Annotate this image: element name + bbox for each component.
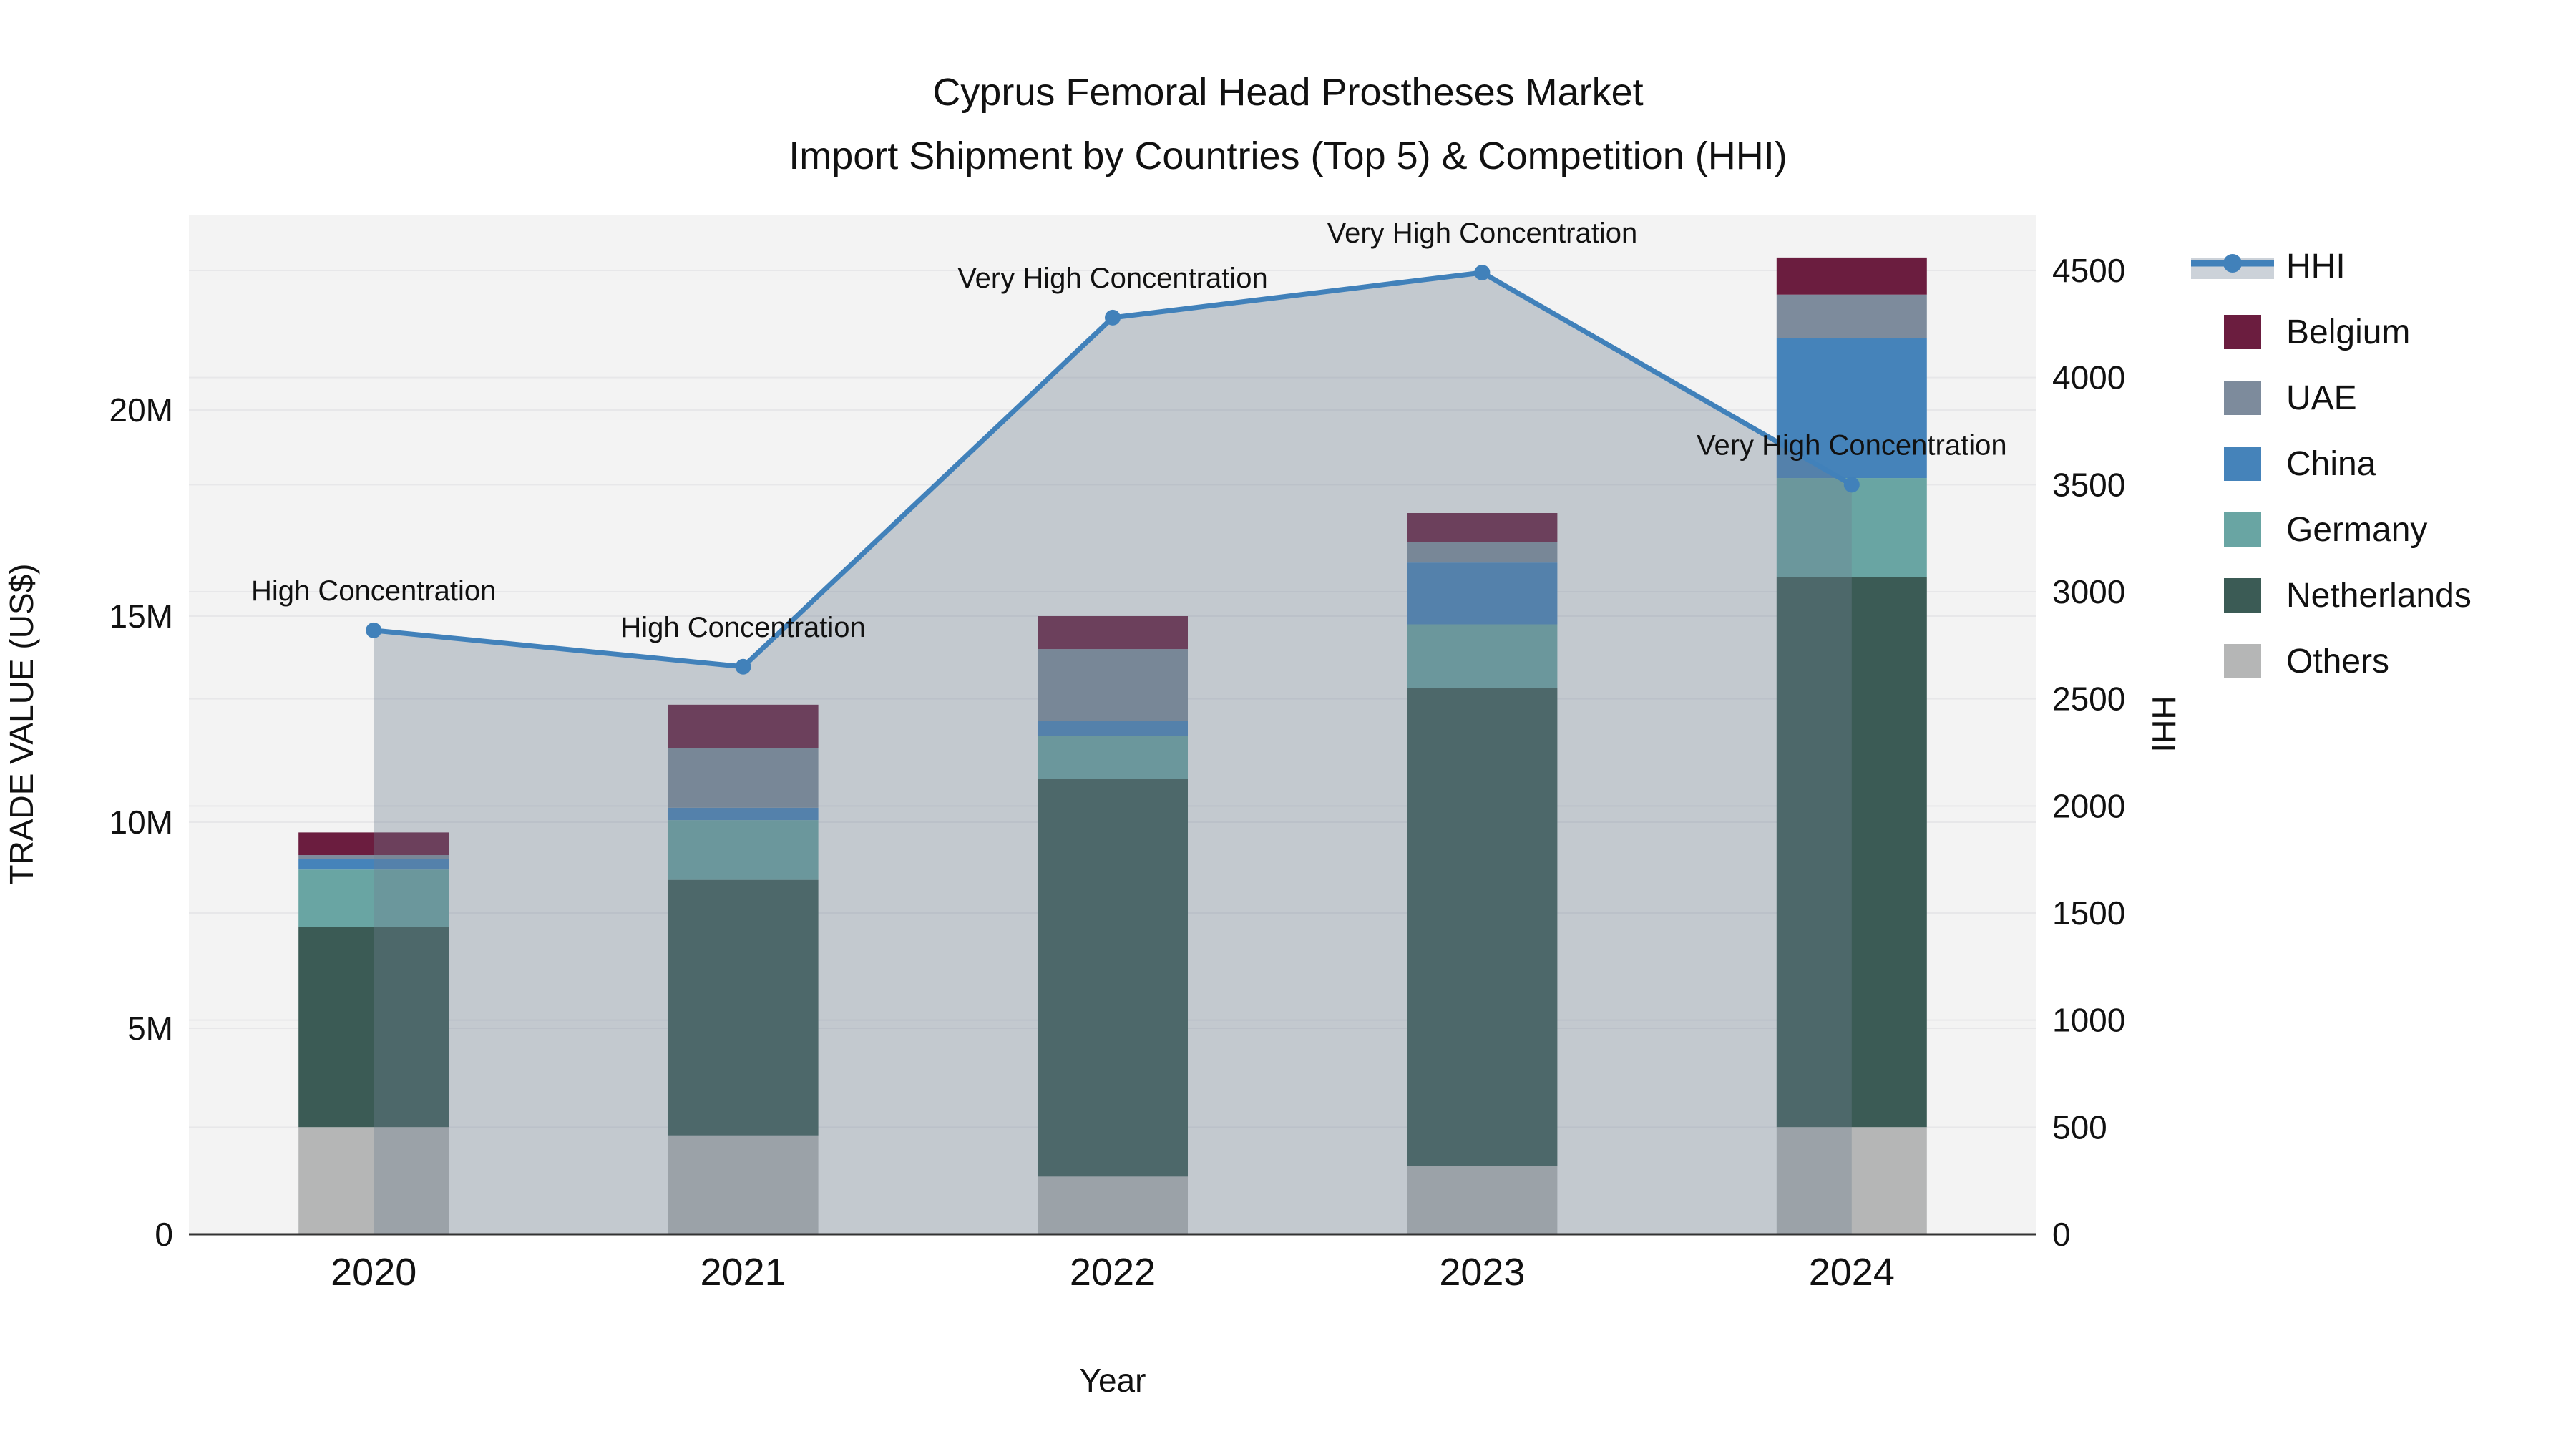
bar-segment-others-2024[interactable]	[1776, 1127, 1927, 1234]
annotation-2022: Very High Concentration	[957, 263, 1268, 294]
bar-segment-netherlands-2022[interactable]	[1038, 779, 1188, 1177]
bar-segment-others-2020[interactable]	[298, 1127, 449, 1234]
bar-segment-china-2022[interactable]	[1038, 721, 1188, 736]
legend-swatch-germany	[2224, 512, 2261, 547]
x-tick-labels: 2020 2021 2022 2023 2024	[331, 1251, 1895, 1294]
y-right-tick-0: 0	[2052, 1216, 2071, 1253]
hhi-point-2022[interactable]	[1105, 309, 1121, 326]
bar-segment-uae-2023[interactable]	[1407, 542, 1558, 563]
bar-segment-belgium-2022[interactable]	[1038, 616, 1188, 650]
bar-segment-germany-2023[interactable]	[1407, 624, 1558, 688]
x-tick-2022: 2022	[1070, 1251, 1156, 1294]
y-right-tick-4000: 4000	[2052, 359, 2125, 396]
y-right-tick-1000: 1000	[2052, 1002, 2125, 1039]
legend-item-uae[interactable]: UAE	[2224, 379, 2357, 417]
legend-label-china: China	[2286, 445, 2376, 483]
legend-item-china[interactable]: China	[2224, 445, 2376, 483]
bar-segment-uae-2021[interactable]	[668, 748, 819, 808]
annotation-2021: High Concentration	[620, 612, 865, 643]
bar-segment-belgium-2024[interactable]	[1776, 257, 1927, 295]
y-right-tick-4500: 4500	[2052, 252, 2125, 289]
bar-segment-others-2022[interactable]	[1038, 1176, 1188, 1234]
y-left-tick-5M: 5M	[127, 1010, 173, 1047]
y-right-tick-3500: 3500	[2052, 466, 2125, 503]
y-left-tick-0: 0	[155, 1216, 173, 1253]
bar-segment-belgium-2023[interactable]	[1407, 513, 1558, 542]
bar-segment-belgium-2021[interactable]	[668, 704, 819, 748]
y-left-axis-title: TRADE VALUE (US$)	[3, 563, 40, 884]
y-right-axis-title: HHI	[2145, 696, 2182, 752]
bar-segment-germany-2022[interactable]	[1038, 736, 1188, 779]
legend-hhi-marker	[2223, 254, 2242, 273]
bar-segment-netherlands-2021[interactable]	[668, 879, 819, 1136]
hhi-area-fill	[374, 272, 1852, 1234]
legend: HHI Belgium UAE China Germany Netherlands Othe…	[2191, 248, 2472, 680]
bar-segment-others-2023[interactable]	[1407, 1166, 1558, 1234]
legend-label-germany: Germany	[2286, 511, 2427, 549]
legend-label-uae: UAE	[2286, 379, 2357, 417]
legend-label-hhi: HHI	[2286, 248, 2346, 286]
legend-swatch-belgium	[2224, 315, 2261, 349]
bar-segment-uae-2024[interactable]	[1776, 294, 1927, 338]
y-right-tick-2000: 2000	[2052, 787, 2125, 824]
annotation-2023: Very High Concentration	[1327, 218, 1638, 249]
bar-segment-uae-2022[interactable]	[1038, 649, 1188, 721]
x-tick-2021: 2021	[701, 1251, 786, 1294]
legend-label-belgium: Belgium	[2286, 313, 2410, 351]
y-right-tick-1500: 1500	[2052, 894, 2125, 932]
legend-swatch-china	[2224, 447, 2261, 481]
bar-segment-germany-2024[interactable]	[1776, 478, 1927, 577]
hhi-point-2024[interactable]	[1843, 477, 1860, 493]
bar-segment-china-2023[interactable]	[1407, 562, 1558, 625]
bar-segment-germany-2020[interactable]	[298, 869, 449, 927]
bar-segment-netherlands-2024[interactable]	[1776, 577, 1927, 1128]
annotation-2020: High Concentration	[251, 575, 496, 607]
y-right-tick-labels: 0 500 1000 1500 2000 2500 3000 3500 4000 4500	[2052, 252, 2125, 1253]
stacked-bars	[298, 257, 1927, 1234]
legend-item-others[interactable]: Others	[2224, 643, 2389, 680]
hhi-point-2021[interactable]	[735, 658, 751, 675]
hhi-markers	[366, 264, 1860, 675]
legend-swatch-uae	[2224, 381, 2261, 415]
hhi-point-2023[interactable]	[1474, 264, 1491, 280]
legend-item-belgium[interactable]: Belgium	[2224, 313, 2410, 351]
chart-title-line1: Cyprus Femoral Head Prostheses Market	[932, 71, 1643, 114]
legend-item-netherlands[interactable]: Netherlands	[2224, 577, 2472, 615]
y-left-tick-10M: 10M	[109, 804, 173, 841]
x-tick-2020: 2020	[331, 1251, 416, 1294]
bar-segment-netherlands-2023[interactable]	[1407, 688, 1558, 1166]
bar-segment-belgium-2020[interactable]	[298, 832, 449, 856]
x-tick-2023: 2023	[1439, 1251, 1525, 1294]
legend-item-germany[interactable]: Germany	[2224, 511, 2427, 549]
bar-segment-germany-2021[interactable]	[668, 820, 819, 880]
bar-segment-uae-2020[interactable]	[298, 855, 449, 859]
y-right-tick-500: 500	[2052, 1108, 2107, 1146]
annotations: High Concentration High Concentration Very…	[251, 218, 2007, 643]
annotation-2024: Very High Concentration	[1697, 429, 2007, 461]
y-left-tick-15M: 15M	[109, 597, 173, 635]
bar-segment-others-2021[interactable]	[668, 1135, 819, 1234]
chart-title-line2: Import Shipment by Countries (Top 5) & C…	[789, 135, 1787, 177]
hhi-point-2020[interactable]	[366, 622, 382, 638]
bar-segment-china-2020[interactable]	[298, 859, 449, 870]
x-axis-title: Year	[1080, 1362, 1146, 1399]
bar-segment-netherlands-2020[interactable]	[298, 927, 449, 1128]
x-tick-2024: 2024	[1809, 1251, 1895, 1294]
y-right-tick-3000: 3000	[2052, 573, 2125, 610]
bar-segment-china-2021[interactable]	[668, 807, 819, 821]
legend-item-hhi[interactable]: HHI	[2191, 248, 2346, 286]
y-left-tick-20M: 20M	[109, 391, 173, 429]
y-right-tick-2500: 2500	[2052, 680, 2125, 718]
legend-swatch-netherlands	[2224, 578, 2261, 613]
legend-label-netherlands: Netherlands	[2286, 577, 2472, 615]
legend-swatch-others	[2224, 644, 2261, 678]
y-left-tick-labels: 0 5M 10M 15M 20M	[109, 391, 173, 1253]
legend-label-others: Others	[2286, 643, 2389, 680]
